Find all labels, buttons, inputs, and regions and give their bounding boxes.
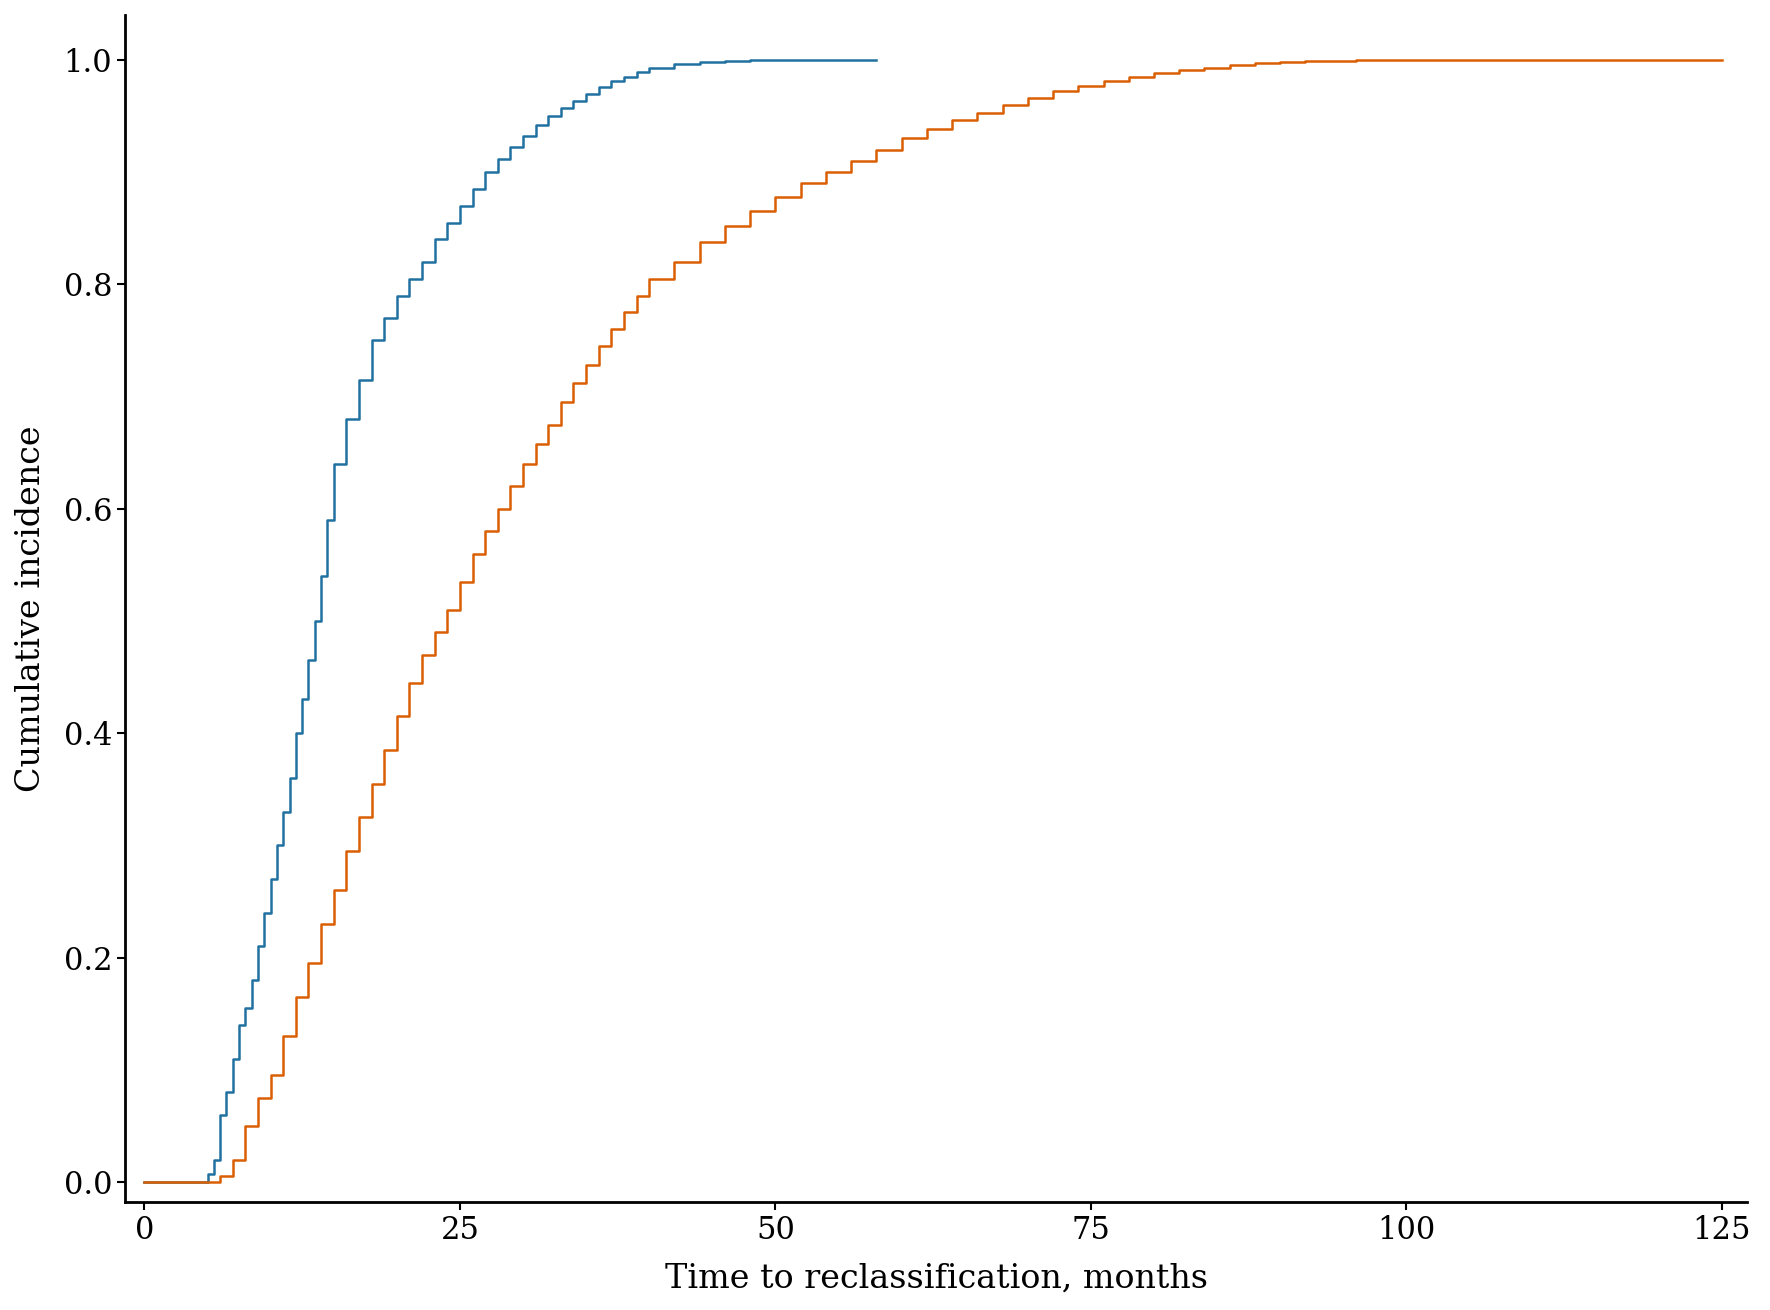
X-axis label: Time to reclassification, months: Time to reclassification, months [666, 1263, 1207, 1296]
Predominantly cardiac to mixed [538, 109, 559, 124]
Line: Predominantly cardiac to mixed: Predominantly cardiac to mixed [145, 60, 876, 1182]
Predominantly cardiac to mixed [866, 52, 887, 68]
Predominantly neurologic to mixed [1712, 52, 1733, 68]
Predominantly neurologic to mixed [487, 500, 508, 516]
Predominantly neurologic to mixed [740, 203, 761, 219]
Predominantly cardiac to mixed [135, 1174, 156, 1189]
Legend: Predominantly cardiac to mixed, Predominantly neurologic to mixed: Predominantly cardiac to mixed, Predomin… [292, 1302, 1581, 1310]
Predominantly neurologic to mixed [866, 141, 887, 157]
Predominantly cardiac to mixed [526, 117, 547, 132]
Predominantly cardiac to mixed [280, 770, 301, 786]
Line: Predominantly neurologic to mixed: Predominantly neurologic to mixed [145, 60, 1722, 1182]
Predominantly neurologic to mixed [398, 675, 419, 690]
Predominantly neurologic to mixed [310, 916, 331, 931]
Predominantly cardiac to mixed [196, 1166, 218, 1182]
Predominantly cardiac to mixed [740, 52, 761, 68]
Predominantly cardiac to mixed [349, 372, 370, 388]
Predominantly neurologic to mixed [942, 113, 963, 128]
Predominantly cardiac to mixed [204, 1151, 225, 1167]
Y-axis label: Cumulative incidence: Cumulative incidence [14, 426, 48, 791]
Predominantly neurologic to mixed [1397, 52, 1418, 68]
Predominantly neurologic to mixed [135, 1174, 156, 1189]
